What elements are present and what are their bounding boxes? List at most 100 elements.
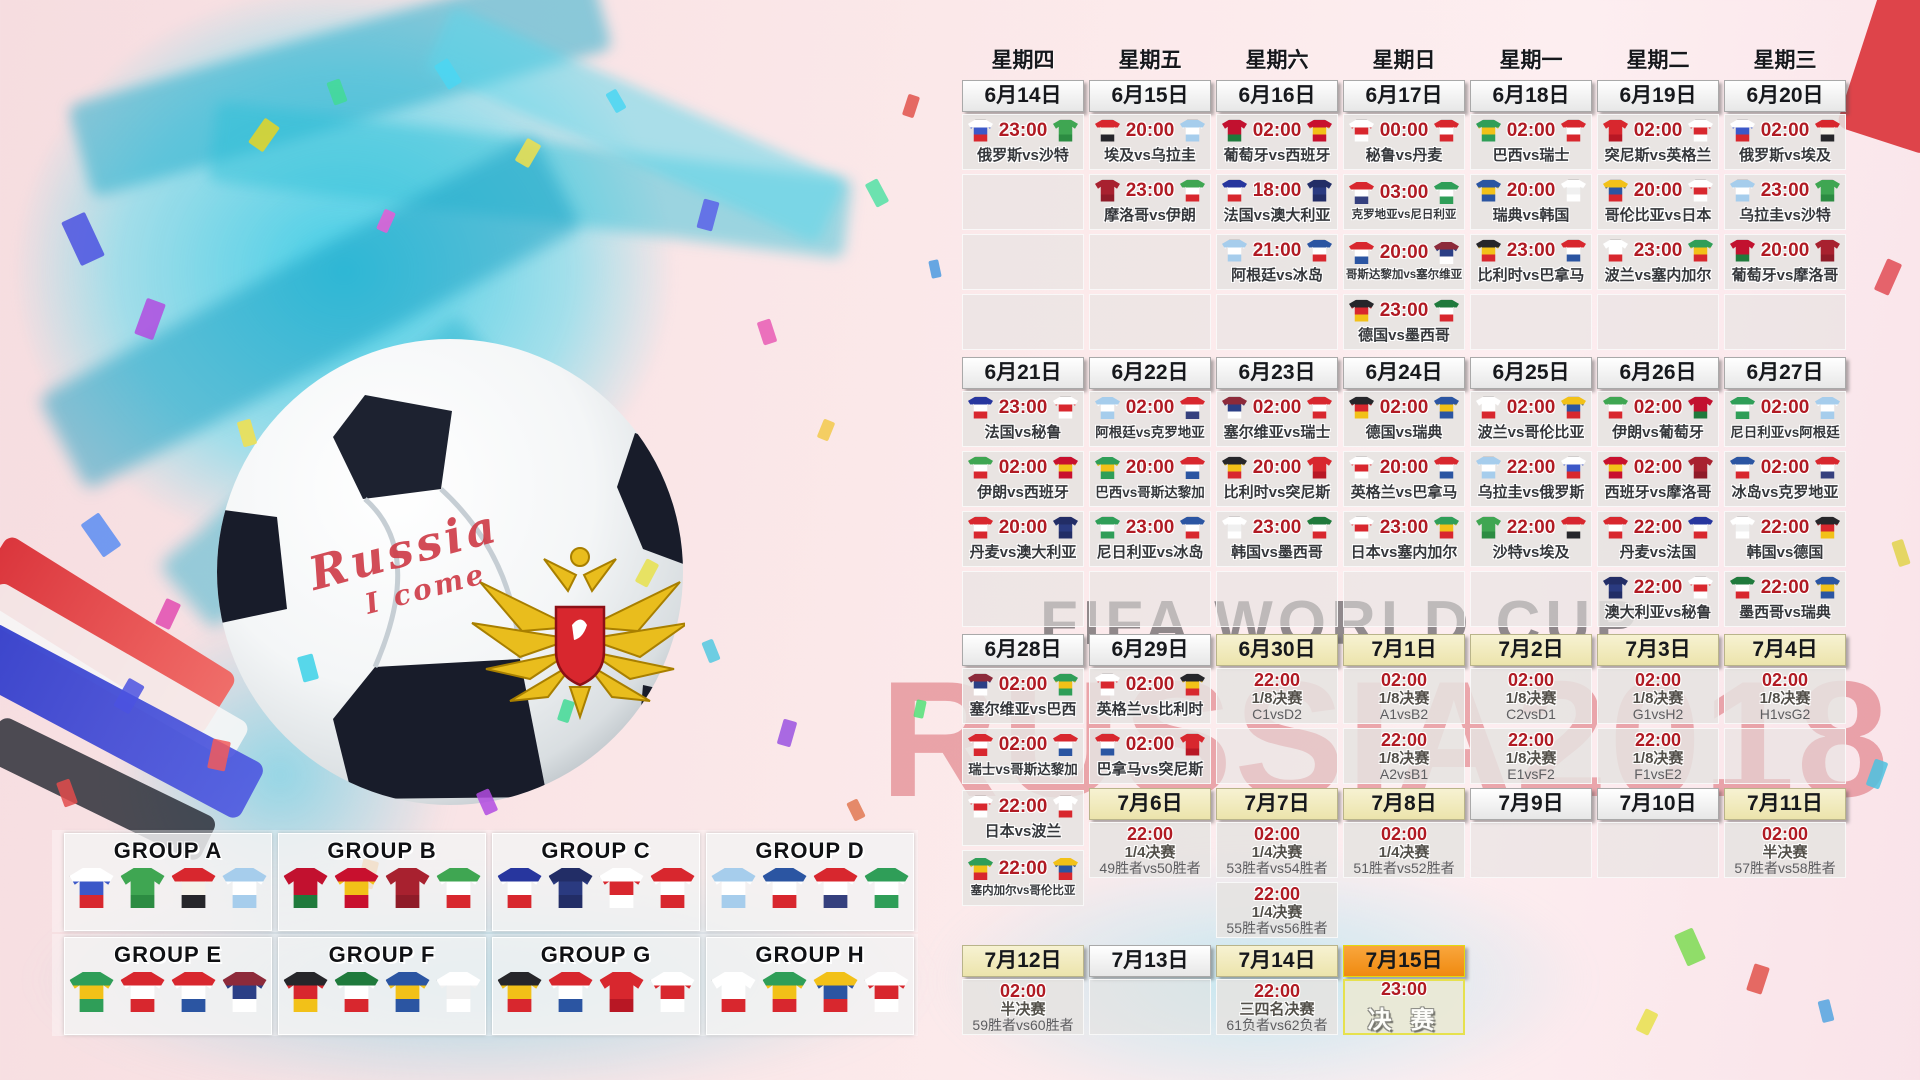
match-time: 20:00 (1125, 119, 1175, 141)
jersey-icon (968, 516, 993, 539)
knockout-matchup: 53胜者vs54胜者 (1226, 860, 1328, 877)
match-teams: 突尼斯vs英格兰 (1604, 146, 1712, 164)
match-top-row: 00:00 (1346, 119, 1462, 142)
match-teams: 法国vs秘鲁 (984, 423, 1062, 441)
match-teams: 塞尔维亚vs瑞士 (1223, 423, 1331, 441)
knockout-stage: 三四名决赛 (1239, 1000, 1315, 1018)
jersey-icon (1433, 182, 1459, 204)
group-jerseys (69, 868, 267, 908)
date-header: 7月9日 (1470, 788, 1592, 820)
match-teams: 瑞士vs哥斯达黎加 (968, 762, 1078, 777)
jersey-icon (968, 795, 993, 818)
knockout-matchup: A1vsB2 (1379, 706, 1429, 723)
group-jerseys (711, 868, 909, 908)
russia-coat-of-arms (471, 547, 685, 721)
knockout-matchup: F1vsE2 (1634, 766, 1682, 783)
jersey-icon (1349, 299, 1374, 322)
match-teams: 比利时vs突尼斯 (1223, 483, 1331, 501)
jersey-icon (120, 972, 165, 1012)
match-cell: 22:00 日本vs波兰 (962, 790, 1084, 846)
match-time: 22:00 (1253, 980, 1301, 1001)
jersey-icon (385, 972, 430, 1012)
match-cell: 02:00 阿根廷vs克罗地亚 (1089, 391, 1211, 447)
match-top-row: 02:00 (1727, 119, 1843, 142)
match-cell: 02:00 瑞士vs哥斯达黎加 (962, 728, 1084, 784)
match-cell: 02:00 伊朗vs葡萄牙 (1597, 391, 1719, 447)
match-cell: 02:00 塞尔维亚vs巴西 (962, 668, 1084, 724)
jersey-icon (1730, 119, 1755, 142)
jersey-icon (1814, 516, 1840, 539)
weekday-label: 星期三 (1753, 49, 1817, 72)
match-top-row: 02:00 (1600, 119, 1716, 142)
jersey-icon (1095, 673, 1120, 696)
jersey-icon (1730, 516, 1755, 539)
match-time: 23:00 (1379, 516, 1429, 538)
date-header: 7月7日 (1216, 788, 1338, 820)
match-cell: 20:00 哥斯达黎加vs塞尔维亚 (1343, 234, 1465, 290)
match-time: 02:00 (1760, 119, 1810, 141)
jersey-icon (385, 868, 430, 908)
jersey-icon (968, 119, 993, 142)
date-header: 7月14日 (1216, 945, 1338, 977)
knockout-stage: 1/4决赛 (1378, 843, 1430, 861)
knockout-cell: 02:00 1/8决赛 G1vsH2 (1597, 668, 1719, 724)
knockout-stage: 1/8决赛 (1505, 689, 1557, 707)
match-teams: 伊朗vs西班牙 (977, 483, 1069, 501)
match-time: 23:00 (998, 119, 1048, 141)
jersey-icon (1095, 119, 1120, 142)
empty-cell (1089, 294, 1211, 350)
match-teams: 尼日利亚vs冰岛 (1096, 543, 1204, 561)
jersey-icon (1687, 396, 1713, 419)
jersey-icon (1687, 119, 1713, 142)
jersey-icon (1603, 119, 1628, 142)
match-teams: 德国vs瑞典 (1365, 423, 1443, 441)
jersey-icon (1476, 179, 1501, 202)
match-top-row: 23:00 (1346, 299, 1462, 322)
match-time: 02:00 (1633, 396, 1683, 418)
match-time: 22:00 (1506, 516, 1556, 538)
match-cell: 23:00 韩国vs墨西哥 (1216, 511, 1338, 567)
match-time: 00:00 (1379, 119, 1429, 141)
match-time: 23:00 (1125, 516, 1175, 538)
match-time: 22:00 (1633, 576, 1683, 598)
match-top-row: 02:00 (1600, 396, 1716, 419)
match-top-row: 23:00 (965, 396, 1081, 419)
match-teams: 秘鲁vs丹麦 (1365, 146, 1443, 164)
match-cell: 21:00 阿根廷vs冰岛 (1216, 234, 1338, 290)
match-top-row: 20:00 (1219, 456, 1335, 479)
jersey-icon (1476, 516, 1501, 539)
match-top-row: 20:00 (1346, 242, 1462, 264)
date-header: 7月1日 (1343, 634, 1465, 666)
match-time: 02:00 (1379, 396, 1429, 418)
jersey-icon (1687, 516, 1713, 539)
match-teams: 乌拉圭vs沙特 (1739, 206, 1831, 224)
weekday-label: 星期六 (1245, 49, 1309, 72)
match-teams: 西班牙vs摩洛哥 (1604, 483, 1712, 501)
date-header: 6月21日 (962, 357, 1084, 389)
match-time: 23:00 (998, 396, 1048, 418)
match-cell: 22:00 丹麦vs法国 (1597, 511, 1719, 567)
match-time: 22:00 (1760, 516, 1810, 538)
match-time: 23:00 (1125, 179, 1175, 201)
match-top-row: 20:00 (1092, 457, 1208, 479)
match-teams: 尼日利亚vs阿根廷 (1730, 425, 1840, 440)
date-header: 6月26日 (1597, 357, 1719, 389)
ball-pentagon (217, 505, 287, 629)
knockout-stage: 1/8决赛 (1378, 689, 1430, 707)
jersey-icon (1349, 242, 1374, 264)
match-time: 02:00 (1125, 673, 1175, 695)
match-time: 02:00 (1761, 669, 1809, 690)
jersey-icon (171, 972, 216, 1012)
match-top-row: 20:00 (1600, 179, 1716, 202)
knockout-cell: 02:00 半决赛 57胜者vs58胜者 (1724, 822, 1846, 878)
knockout-cell: 22:00 1/8决赛 A2vsB1 (1343, 728, 1465, 784)
match-top-row: 23:00 (1092, 516, 1208, 539)
match-cell: 18:00 法国vs澳大利亚 (1216, 174, 1338, 230)
weekday-label: 星期一 (1499, 49, 1563, 72)
match-time: 22:00 (1506, 456, 1556, 478)
match-top-row: 23:00 (1473, 239, 1589, 262)
knockout-matchup: 57胜者vs58胜者 (1734, 860, 1836, 877)
match-top-row: 20:00 (1092, 119, 1208, 142)
match-teams: 韩国vs德国 (1746, 543, 1824, 561)
jersey-icon (1730, 179, 1755, 202)
